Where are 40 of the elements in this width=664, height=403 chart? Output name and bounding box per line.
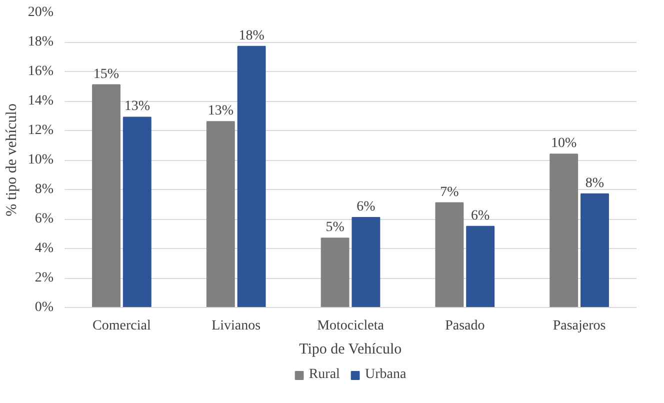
data-label: 5% (326, 220, 345, 236)
x-axis-title: Tipo de Vehículo (299, 342, 402, 358)
y-tick-label: 20% (28, 5, 54, 20)
data-label: 13% (208, 104, 234, 119)
data-label: 13% (124, 99, 150, 114)
bar (320, 238, 350, 308)
data-label: 6% (356, 200, 376, 215)
bar (206, 121, 235, 308)
y-tick-label: 16% (28, 64, 54, 79)
bar (435, 202, 464, 308)
legend-label: Rural (308, 367, 340, 383)
bar (122, 116, 152, 308)
bar (352, 217, 380, 308)
x-tick-label: Comercial (92, 318, 151, 334)
bar (550, 154, 578, 308)
y-tick-label: 6% (34, 212, 54, 226)
bar (237, 46, 266, 308)
data-label: 15% (93, 66, 120, 82)
y-axis-title: % tipo de vehículo (4, 104, 20, 216)
y-tick-label: 18% (28, 34, 54, 50)
bar (466, 226, 495, 308)
y-tick-label: 12% (28, 123, 54, 138)
bar (92, 84, 120, 308)
y-tick-label: 2% (34, 270, 54, 286)
x-tick-label: Livianos (212, 318, 261, 334)
data-label: 10% (551, 136, 578, 152)
data-label: 6% (471, 208, 490, 224)
y-tick-label: 4% (34, 241, 54, 256)
x-tick-label: Pasajeros (552, 318, 606, 334)
legend-label: Urbana (364, 367, 406, 383)
y-tick-label: 10% (28, 152, 54, 168)
data-label: 8% (585, 176, 604, 191)
x-tick-label: Motocicleta (317, 318, 385, 334)
y-tick-label: 0% (34, 300, 54, 315)
y-tick-label: 8% (34, 182, 54, 197)
x-tick-label: Pasado (445, 318, 485, 334)
data-label: 18% (238, 28, 265, 44)
data-label: 7% (440, 184, 460, 200)
bar (580, 193, 609, 308)
y-tick-label: 14% (28, 94, 54, 108)
